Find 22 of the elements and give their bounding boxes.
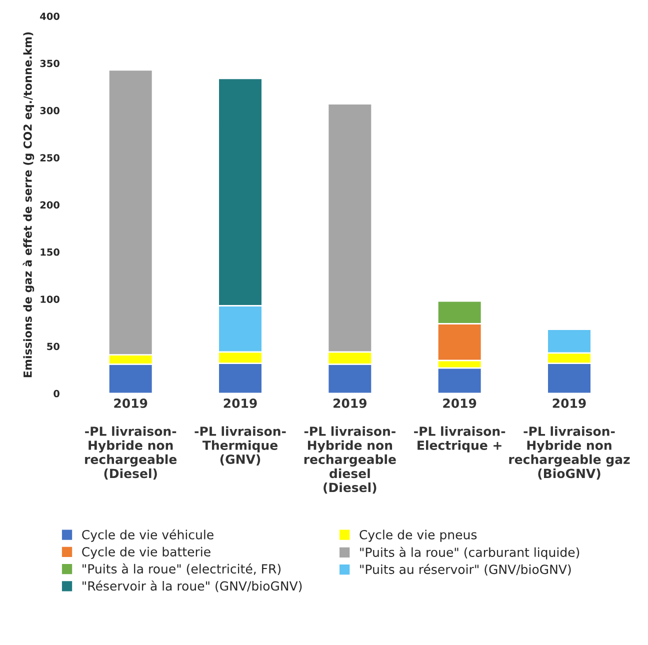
category-label: 2019 -PL livraison- Hybride non rechargeable gaz (BioGNV) (509, 398, 630, 480)
category-label: 2019 -PL livraison- Hybride non rechargeable diesel (Diesel) (304, 398, 396, 494)
y-tick-label: 150 (40, 248, 60, 256)
y-tick-label: 200 (40, 201, 60, 209)
legend-label: Cycle de vie véhicule (82, 529, 214, 542)
y-tick-label: 50 (47, 342, 60, 350)
y-tick-label: 300 (40, 106, 60, 114)
legend-label: "Réservoir à la roue" (GNV/bioGNV) (82, 580, 302, 592)
y-axis-title: Emissions de gaz à effet de serre (g CO2 eq./tonne.km) (22, 32, 34, 378)
category-label: 2019 -PL livraison- Thermique (GNV) (194, 398, 286, 466)
y-tick-label: 350 (40, 60, 60, 68)
legend-label: "Puits à la roue" (carburant liquide) (360, 546, 580, 560)
legend-label: "Puits au réservoir" (GNV/bioGNV) (360, 564, 571, 576)
y-tick-label: 0 (54, 390, 60, 398)
category-label: 2019 -PL livraison- Hybride non rechargeable (Diesel) (85, 398, 177, 480)
category-label: 2019 -PL livraison- Electrique + (414, 398, 506, 452)
y-tick-label: 400 (40, 12, 60, 20)
y-tick-label: 100 (40, 296, 60, 303)
legend-label: Cycle de vie pneus (360, 530, 477, 542)
legend-label: Cycle de vie batterie (82, 546, 210, 559)
legend-label: "Puits à la roue" (electricité, FR) (82, 563, 281, 576)
y-tick-label: 250 (40, 154, 60, 162)
